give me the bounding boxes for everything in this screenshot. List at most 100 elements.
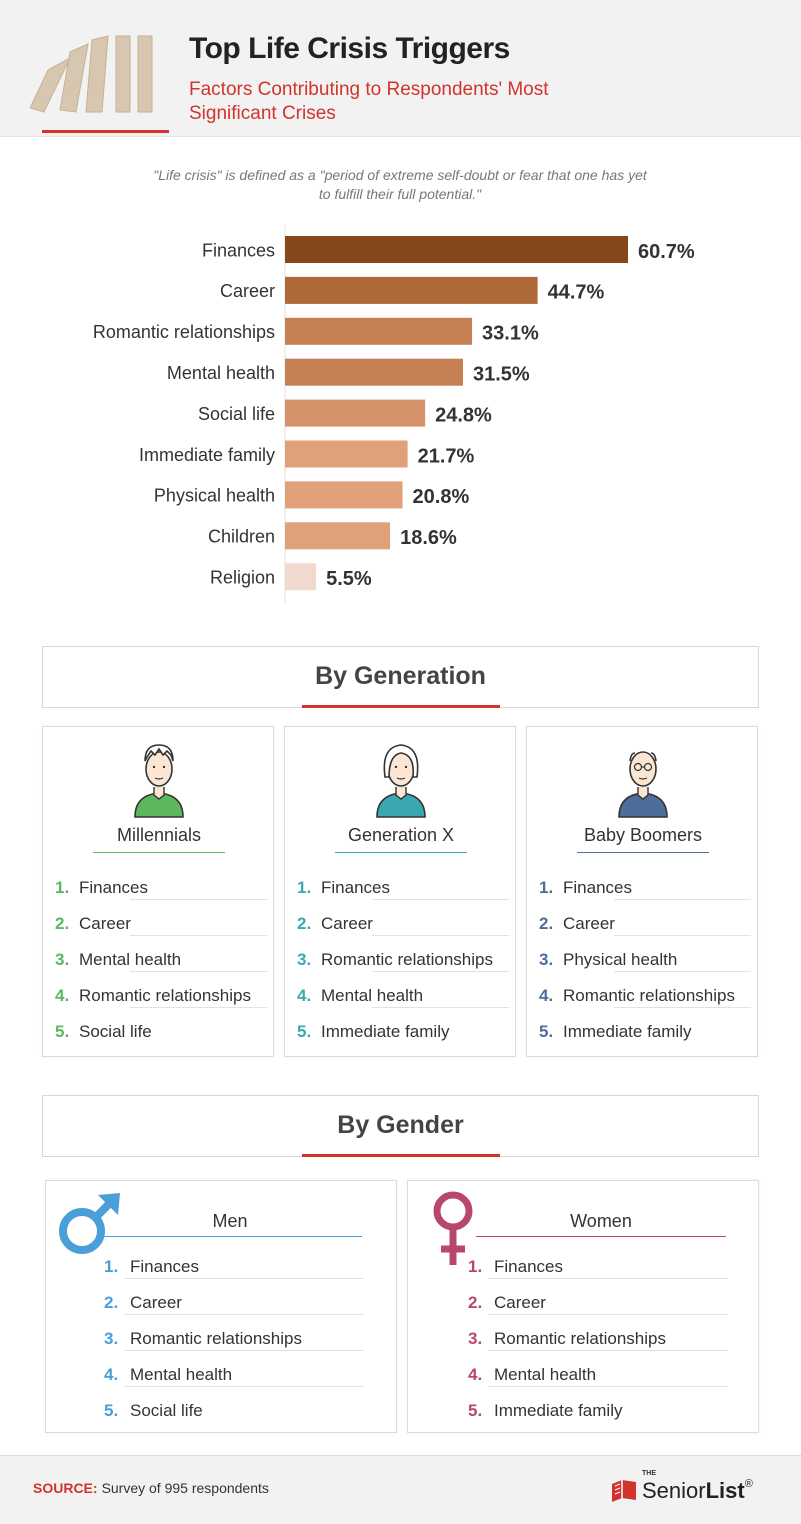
rank-label: Romantic relationships xyxy=(79,986,251,1005)
female-symbol-icon xyxy=(428,1189,478,1274)
rank-number: 2. xyxy=(539,914,554,933)
row-divider xyxy=(124,1350,364,1351)
rank-number: 3. xyxy=(55,950,70,969)
list-item: 4. Romantic relationships xyxy=(539,980,751,1016)
header: Top Life Crisis Triggers Factors Contrib… xyxy=(0,0,801,137)
definition-note: "Life crisis" is defined as a "period of… xyxy=(153,167,647,202)
title-underline xyxy=(98,1236,362,1237)
gender-heading-underline xyxy=(302,1154,500,1157)
rank-label: Mental health xyxy=(130,1365,233,1384)
list-item: 2. Career xyxy=(468,1287,730,1323)
rank-number: 5. xyxy=(55,1022,70,1041)
rank-list: 1. Finances 2. Career 3. Mental health 4. Roman… xyxy=(55,872,267,1052)
list-item: 4. Mental health xyxy=(104,1359,368,1395)
gender-title: Women xyxy=(570,1211,632,1231)
rank-number: 1. xyxy=(539,878,554,897)
row-divider xyxy=(124,1386,364,1387)
rank-number: 3. xyxy=(539,950,554,969)
rank-label: Career xyxy=(563,914,615,933)
rank-label: Social life xyxy=(79,1022,152,1041)
list-item: 4. Mental health xyxy=(468,1359,730,1395)
bar-finances xyxy=(285,236,628,263)
list-item: 1. Finances xyxy=(55,872,267,908)
title-underline xyxy=(476,1236,726,1237)
rank-label: Career xyxy=(494,1293,546,1312)
title-underline xyxy=(93,852,225,853)
avatar-icon xyxy=(371,739,431,819)
list-item: 1. Finances xyxy=(297,872,509,908)
title-underline xyxy=(577,852,709,853)
rank-number: 2. xyxy=(104,1293,119,1312)
value-label: 44.7% xyxy=(548,282,605,304)
generation-title: Baby Boomers xyxy=(583,825,703,845)
generation-card-millennials: Millennials 1. Finances 2. Career 3. Mental he… xyxy=(42,726,274,1057)
row-divider xyxy=(372,935,509,936)
gender-title: Men xyxy=(212,1211,248,1231)
row-divider xyxy=(488,1386,728,1387)
rank-number: 5. xyxy=(104,1401,119,1420)
rank-number: 3. xyxy=(297,950,312,969)
list-item: 2. Career xyxy=(55,908,267,944)
list-item: 2. Career xyxy=(539,908,751,944)
list-item: 3. Romantic relationships xyxy=(297,944,509,980)
list-item: 3. Physical health xyxy=(539,944,751,980)
rank-label: Finances xyxy=(563,878,632,897)
rank-number: 3. xyxy=(468,1329,483,1348)
value-label: 21.7% xyxy=(418,445,475,467)
value-label: 31.5% xyxy=(473,363,530,385)
value-label: 60.7% xyxy=(638,241,695,263)
rank-label: Immediate family xyxy=(494,1401,623,1420)
list-item: 5. Immediate family xyxy=(297,1016,509,1052)
rank-number: 1. xyxy=(297,878,312,897)
generation-heading-underline xyxy=(302,705,500,708)
rank-label: Career xyxy=(79,914,131,933)
source-label: SOURCE: xyxy=(33,1480,98,1496)
value-label: 20.8% xyxy=(413,486,470,508)
row-divider xyxy=(130,899,267,900)
value-label: 18.6% xyxy=(400,527,457,549)
rank-label: Social life xyxy=(130,1401,203,1420)
gender-section-header: By Gender xyxy=(42,1095,759,1157)
rank-number: 5. xyxy=(468,1401,483,1420)
list-item: 3. Romantic relationships xyxy=(468,1323,730,1359)
rank-label: Finances xyxy=(130,1257,199,1276)
rank-label: Finances xyxy=(79,878,148,897)
category-label: Career xyxy=(220,281,275,301)
rank-list: 1. Finances 2. Career 3. Romantic relationshi… xyxy=(104,1251,368,1431)
row-divider xyxy=(614,971,751,972)
rank-label: Romantic relationships xyxy=(563,986,735,1005)
generation-card-baby-boomers: Baby Boomers 1. Finances 2. Career 3. Physical… xyxy=(526,726,758,1057)
category-label: Physical health xyxy=(154,486,275,506)
bar-religion xyxy=(285,563,317,591)
rank-number: 5. xyxy=(539,1022,554,1041)
rank-list: 1. Finances 2. Career 3. Physical health 4. Rom… xyxy=(539,872,751,1052)
rank-list: 1. Finances 2. Career 3. Romantic relationshi… xyxy=(468,1251,730,1431)
bar-romantic-relationships xyxy=(285,317,473,345)
row-divider xyxy=(372,971,509,972)
list-item: 1. Finances xyxy=(539,872,751,908)
list-item: 3. Romantic relationships xyxy=(104,1323,368,1359)
rank-number: 4. xyxy=(468,1365,483,1384)
bar-children xyxy=(285,522,391,550)
list-item: 4. Romantic relationships xyxy=(55,980,267,1016)
row-divider xyxy=(614,1007,751,1008)
rank-number: 2. xyxy=(297,914,312,933)
row-divider xyxy=(124,1314,364,1315)
brand-logo: THE SeniorList® xyxy=(610,1470,780,1510)
rank-number: 4. xyxy=(539,986,554,1005)
rank-label: Mental health xyxy=(79,950,182,969)
rank-label: Romantic relationships xyxy=(321,950,493,969)
list-item: 4. Mental health xyxy=(297,980,509,1016)
bar-career xyxy=(285,276,538,304)
rank-number: 4. xyxy=(104,1365,119,1384)
rank-number: 2. xyxy=(55,914,70,933)
list-item: 1. Finances xyxy=(468,1251,730,1287)
category-label: Social life xyxy=(198,404,275,424)
category-label: Romantic relationships xyxy=(93,322,275,342)
generation-heading: By Generation xyxy=(315,662,486,690)
source-text: Survey of 995 respondents xyxy=(101,1480,269,1496)
rank-number: 1. xyxy=(55,878,70,897)
rank-number: 4. xyxy=(297,986,312,1005)
rank-number: 3. xyxy=(104,1329,119,1348)
rank-number: 1. xyxy=(104,1257,119,1276)
